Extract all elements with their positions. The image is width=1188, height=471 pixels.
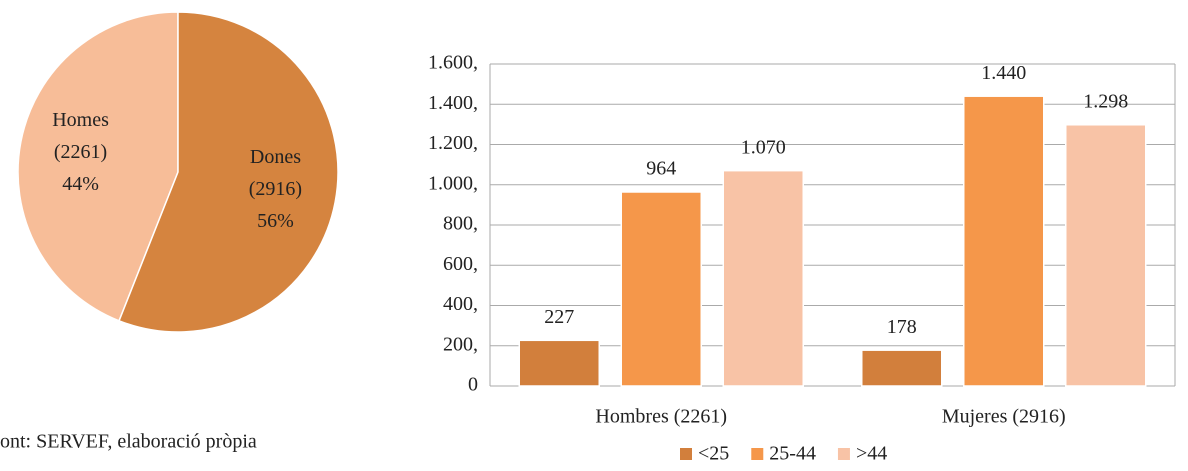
slice-count: (2261) bbox=[54, 141, 107, 163]
legend-label: <25 bbox=[698, 443, 729, 465]
bar bbox=[1065, 124, 1147, 387]
bar bbox=[620, 191, 702, 387]
pie-slice bbox=[118, 11, 339, 333]
legend-label: >44 bbox=[856, 443, 887, 465]
y-tick-label: 400, bbox=[443, 293, 478, 315]
data-label: 1.440 bbox=[981, 62, 1026, 84]
data-label: 1.298 bbox=[1083, 90, 1128, 112]
y-tick-label: 1.000, bbox=[428, 172, 478, 194]
y-tick-label: 800, bbox=[443, 213, 478, 235]
pie-slice bbox=[17, 11, 179, 322]
y-tick-label: 1.400, bbox=[428, 92, 478, 114]
data-label: 1.070 bbox=[741, 136, 786, 158]
slice-value: 56% bbox=[257, 210, 294, 232]
x-tick-label: Mujeres (2916) bbox=[942, 406, 1066, 428]
y-tick-label: 200, bbox=[443, 333, 478, 355]
y-tick-label: 1.600, bbox=[428, 52, 478, 74]
legend-swatch bbox=[751, 448, 764, 460]
x-tick-label: Hombres (2261) bbox=[595, 406, 727, 428]
slice-label: Homes bbox=[52, 109, 109, 131]
data-label: 178 bbox=[887, 316, 917, 338]
bar bbox=[861, 349, 943, 387]
legend-swatch bbox=[837, 448, 850, 460]
y-tick-label: 1.200, bbox=[428, 132, 478, 154]
slice-count: (2916) bbox=[249, 178, 302, 200]
bar bbox=[518, 339, 600, 387]
bar bbox=[722, 169, 804, 387]
source-note: ont: SERVEF, elaboració pròpia bbox=[0, 431, 257, 453]
y-tick-label: 0 bbox=[468, 374, 478, 396]
bar bbox=[963, 95, 1045, 387]
slice-label: Dones bbox=[250, 146, 301, 168]
legend-swatch bbox=[680, 448, 692, 460]
y-tick-label: 600, bbox=[443, 253, 478, 275]
slice-value: 44% bbox=[62, 173, 99, 195]
data-label: 964 bbox=[646, 158, 676, 180]
legend-label: 25-44 bbox=[769, 443, 816, 465]
data-label: 227 bbox=[544, 306, 574, 328]
